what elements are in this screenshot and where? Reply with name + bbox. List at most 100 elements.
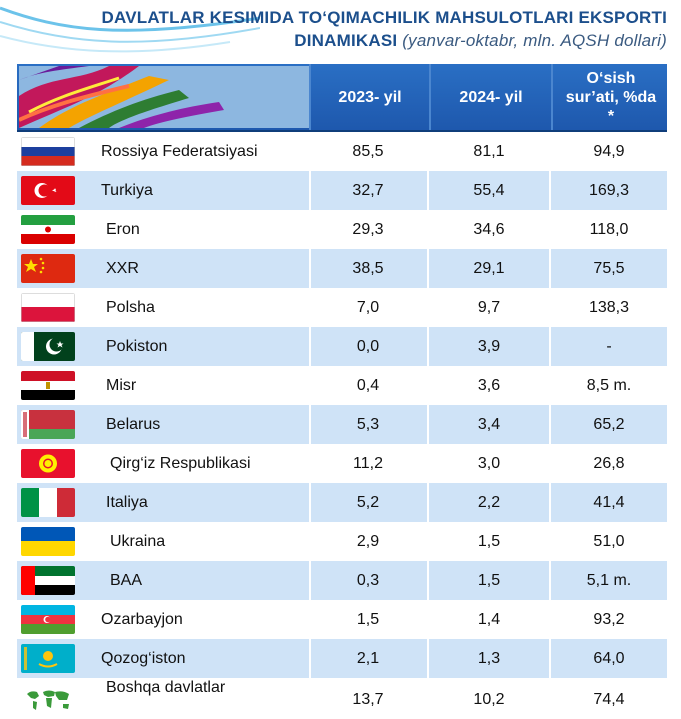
country-name: Turkiya	[101, 182, 153, 199]
value-2023: 2,9	[356, 533, 380, 550]
country-name: Misr	[106, 377, 137, 394]
value-2024: 9,7	[477, 299, 501, 316]
value-2024: 1,4	[477, 611, 501, 628]
growth-header-line2: sur’ati, %da	[565, 88, 657, 106]
world-map-icon	[21, 686, 75, 715]
growth-rate: 65,2	[593, 416, 625, 433]
title-line2-main: DINAMIKASI	[294, 31, 398, 50]
growth-rate: 118,0	[589, 221, 629, 238]
table-row: Pokiston 0,0 3,9 -	[17, 327, 667, 366]
value-2024: 34,6	[473, 221, 505, 238]
value-2024: 2,2	[477, 494, 501, 511]
value-2023: 11,2	[353, 455, 383, 472]
country-name: Rossiya Federatsiyasi	[101, 143, 258, 160]
turkey-flag-icon	[21, 176, 75, 205]
table-row: Rossiya Federatsiyasi 85,5 81,1 94,9	[17, 132, 667, 171]
country-name: BAA	[110, 572, 143, 589]
country-name: Qozog‘iston	[101, 650, 186, 667]
growth-rate: 94,9	[593, 143, 625, 160]
value-2023: 85,5	[352, 143, 384, 160]
uae-flag-icon	[21, 566, 75, 595]
table-row: Qozog‘iston 2,1 1,3 64,0	[17, 639, 667, 678]
italy-flag-icon	[21, 488, 75, 517]
country-name: Italiya	[106, 494, 148, 511]
country-name: Eron	[106, 221, 140, 238]
title-line2: DINAMIKASI (yanvar-oktabr, mln. AQSH dol…	[27, 29, 667, 52]
column-header-growth: O‘sish sur’ati, %da *	[551, 64, 669, 130]
country-name: Ozarbayjon	[101, 611, 183, 628]
growth-rate: 74,4	[593, 691, 625, 708]
textile-fabrics-image	[19, 66, 309, 128]
decorative-swoosh	[0, 6, 260, 53]
growth-rate: 93,2	[593, 611, 625, 628]
azerbaijan-flag-icon	[21, 605, 75, 634]
value-2024: 10,2	[473, 691, 505, 708]
table-row: Qirg‘iz Respublikasi 11,2 3,0 26,8	[17, 444, 667, 483]
title-line1: DAVLATLAR KESIMIDA TO‘QIMACHILIK MAHSULO…	[101, 8, 667, 27]
table-row: Eron 29,3 34,6 118,0	[17, 210, 667, 249]
value-2023: 0,3	[356, 572, 380, 589]
country-name: Polsha	[106, 299, 155, 316]
kazakhstan-flag-icon	[21, 644, 75, 673]
page-title: DAVLATLAR KESIMIDA TO‘QIMACHILIK MAHSULO…	[27, 6, 667, 52]
value-2024: 3,0	[477, 455, 501, 472]
country-name: Qirg‘iz Respublikasi	[110, 455, 251, 472]
table-header: 2023- yil 2024- yil O‘sish sur’ati, %da …	[17, 64, 667, 132]
value-2024: 55,4	[473, 182, 505, 199]
belarus-flag-icon	[21, 410, 75, 439]
table-row: Boshqa davlatlar 13,7 10,2 74,4	[17, 678, 667, 719]
value-2024: 3,9	[477, 338, 501, 355]
value-2024: 3,6	[477, 377, 501, 394]
title-subtitle: (yanvar-oktabr, mln. AQSH dollari)	[402, 31, 667, 50]
country-name: Boshqa davlatlar	[106, 679, 226, 696]
ukraine-flag-icon	[21, 527, 75, 556]
pakistan-flag-icon	[21, 332, 75, 361]
growth-header-line3: *	[607, 107, 615, 125]
china-flag-icon	[21, 254, 75, 283]
table-row: Turkiya 32,7 55,4 169,3	[17, 171, 667, 210]
value-2023: 38,5	[352, 260, 384, 277]
growth-header-line1: O‘sish	[586, 69, 636, 87]
growth-rate: 26,8	[593, 455, 625, 472]
value-2023: 0,4	[356, 377, 380, 394]
russia-flag-icon	[21, 137, 75, 166]
table-row: Misr 0,4 3,6 8,5 m.	[17, 366, 667, 405]
table-row: Polsha 7,0 9,7 138,3	[17, 288, 667, 327]
iran-flag-icon	[21, 215, 75, 244]
growth-rate: 8,5 m.	[586, 377, 632, 394]
egypt-flag-icon	[21, 371, 75, 400]
table-row: Ozarbayjon 1,5 1,4 93,2	[17, 600, 667, 639]
value-2024: 1,3	[477, 650, 501, 667]
value-2023: 5,2	[356, 494, 380, 511]
growth-rate: 5,1 m.	[586, 572, 632, 589]
growth-rate: 64,0	[593, 650, 625, 667]
value-2024: 1,5	[477, 572, 501, 589]
value-2023: 13,7	[352, 691, 384, 708]
kyrgyzstan-flag-icon	[21, 449, 75, 478]
table-row: XXR 38,5 29,1 75,5	[17, 249, 667, 288]
country-name: Pokiston	[106, 338, 168, 355]
column-header-2023: 2023- yil	[309, 64, 429, 130]
growth-rate: 169,3	[588, 182, 630, 199]
value-2023: 5,3	[356, 416, 380, 433]
growth-rate: -	[606, 338, 612, 355]
growth-rate: 75,5	[593, 260, 625, 277]
poland-flag-icon	[21, 293, 75, 322]
value-2023: 29,3	[352, 221, 384, 238]
value-2023: 0,0	[356, 338, 380, 355]
country-name: Ukraina	[110, 533, 166, 550]
table-row: BAA 0,3 1,5 5,1 m.	[17, 561, 667, 600]
column-header-2024: 2024- yil	[429, 64, 551, 130]
table-row: Italiya 5,2 2,2 41,4	[17, 483, 667, 522]
value-2023: 2,1	[356, 650, 380, 667]
country-name: Belarus	[106, 416, 161, 433]
value-2023: 7,0	[356, 299, 380, 316]
value-2024: 81,1	[473, 143, 505, 160]
table-row: Belarus 5,3 3,4 65,2	[17, 405, 667, 444]
value-2024: 1,5	[477, 533, 501, 550]
value-2024: 3,4	[477, 416, 501, 433]
country-name: XXR	[106, 260, 139, 277]
value-2023: 1,5	[356, 611, 380, 628]
growth-rate: 51,0	[593, 533, 625, 550]
growth-rate: 138,3	[588, 299, 630, 316]
